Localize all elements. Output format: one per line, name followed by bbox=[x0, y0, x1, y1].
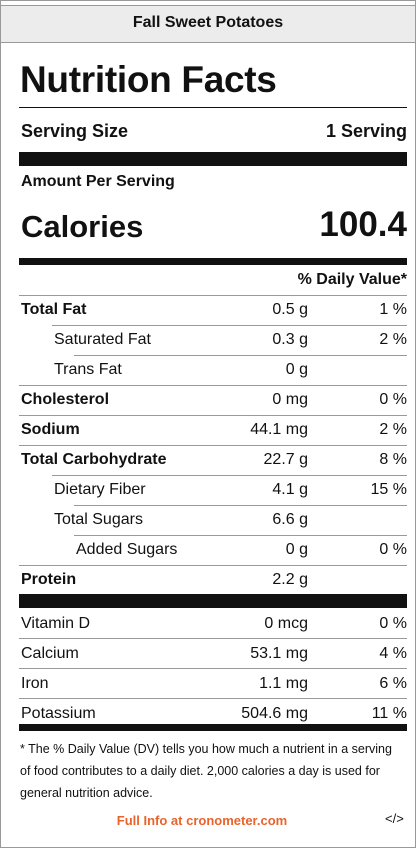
vitamin-amount: 504.6 mg bbox=[241, 705, 308, 722]
thick-rule bbox=[19, 258, 407, 265]
divider bbox=[74, 505, 407, 506]
vitamin-amount: 53.1 mg bbox=[250, 645, 308, 662]
label-title: Nutrition Facts bbox=[20, 59, 277, 100]
nutrient-name: Dietary Fiber bbox=[54, 481, 146, 498]
divider bbox=[19, 565, 407, 566]
nutrient-name: Total Carbohydrate bbox=[21, 451, 167, 468]
serving-size-value: 1 Serving bbox=[325, 121, 407, 141]
nutrient-amount: 22.7 g bbox=[263, 451, 308, 468]
vitamin-dv: 11 % bbox=[371, 705, 407, 722]
header-title: Fall Sweet Potatoes bbox=[132, 14, 284, 31]
nutrient-name: Sodium bbox=[21, 421, 80, 438]
info-link[interactable]: Full Info at cronometer.com bbox=[116, 813, 288, 828]
nutrient-amount: 0 g bbox=[285, 361, 308, 378]
serving-size-label: Serving Size bbox=[21, 121, 129, 141]
nutrient-name: Cholesterol bbox=[21, 391, 110, 408]
divider bbox=[19, 385, 407, 386]
nutrient-dv: 0 % bbox=[379, 391, 407, 408]
nutrient-name: Saturated Fat bbox=[54, 331, 151, 348]
header-bar bbox=[1, 5, 415, 43]
thick-rule bbox=[19, 724, 407, 731]
vitamin-amount: 0 mcg bbox=[264, 615, 308, 632]
divider bbox=[52, 475, 407, 476]
divider bbox=[19, 698, 407, 699]
vitamin-amount: 1.1 mg bbox=[259, 675, 308, 692]
nutrient-name: Total Sugars bbox=[54, 511, 143, 528]
divider bbox=[19, 668, 407, 669]
footnote: * The % Daily Value (DV) tells you how m… bbox=[20, 742, 392, 800]
nutrient-amount: 44.1 mg bbox=[250, 421, 308, 438]
amount-per-serving: Amount Per Serving bbox=[21, 173, 175, 190]
divider bbox=[74, 535, 407, 536]
nutrient-amount: 0.3 g bbox=[272, 331, 308, 348]
vitamin-name: Iron bbox=[21, 675, 49, 692]
thick-rule bbox=[19, 594, 407, 608]
nutrient-name: Total Fat bbox=[21, 301, 87, 318]
calories-label: Calories bbox=[21, 209, 144, 244]
embed-button[interactable]: </> bbox=[385, 811, 404, 826]
calories-value: 100.4 bbox=[319, 205, 407, 244]
divider bbox=[19, 415, 407, 416]
nutrient-dv: 15 % bbox=[370, 481, 407, 498]
divider bbox=[52, 325, 407, 326]
nutrient-amount: 0 g bbox=[285, 541, 308, 558]
vitamin-name: Potassium bbox=[21, 705, 96, 722]
nutrient-dv: 2 % bbox=[379, 331, 407, 348]
nutrient-dv: 1 % bbox=[379, 301, 407, 318]
vitamin-dv: 6 % bbox=[379, 675, 407, 692]
vitamin-dv: 4 % bbox=[379, 645, 407, 662]
vitamin-dv: 0 % bbox=[379, 615, 407, 632]
nutrient-name: Added Sugars bbox=[76, 541, 178, 558]
nutrient-dv: 8 % bbox=[379, 451, 407, 468]
nutrient-dv: 2 % bbox=[379, 421, 407, 438]
nutrient-name: Protein bbox=[21, 571, 77, 588]
thick-rule bbox=[19, 152, 407, 166]
vitamin-name: Vitamin D bbox=[21, 615, 91, 632]
nutrient-name: Trans Fat bbox=[54, 361, 122, 378]
divider bbox=[19, 107, 407, 108]
daily-value-header: % Daily Value* bbox=[297, 271, 407, 288]
divider bbox=[19, 638, 407, 639]
divider bbox=[19, 445, 407, 446]
nutrient-amount: 0.5 g bbox=[272, 301, 308, 318]
divider bbox=[19, 295, 407, 296]
nutrient-amount: 6.6 g bbox=[272, 511, 308, 528]
nutrient-amount: 4.1 g bbox=[272, 481, 308, 498]
nutrient-dv: 0 % bbox=[379, 541, 407, 558]
nutrient-amount: 0 mg bbox=[272, 391, 308, 408]
nutrient-amount: 2.2 g bbox=[272, 571, 308, 588]
divider bbox=[74, 355, 407, 356]
vitamin-name: Calcium bbox=[21, 645, 79, 662]
